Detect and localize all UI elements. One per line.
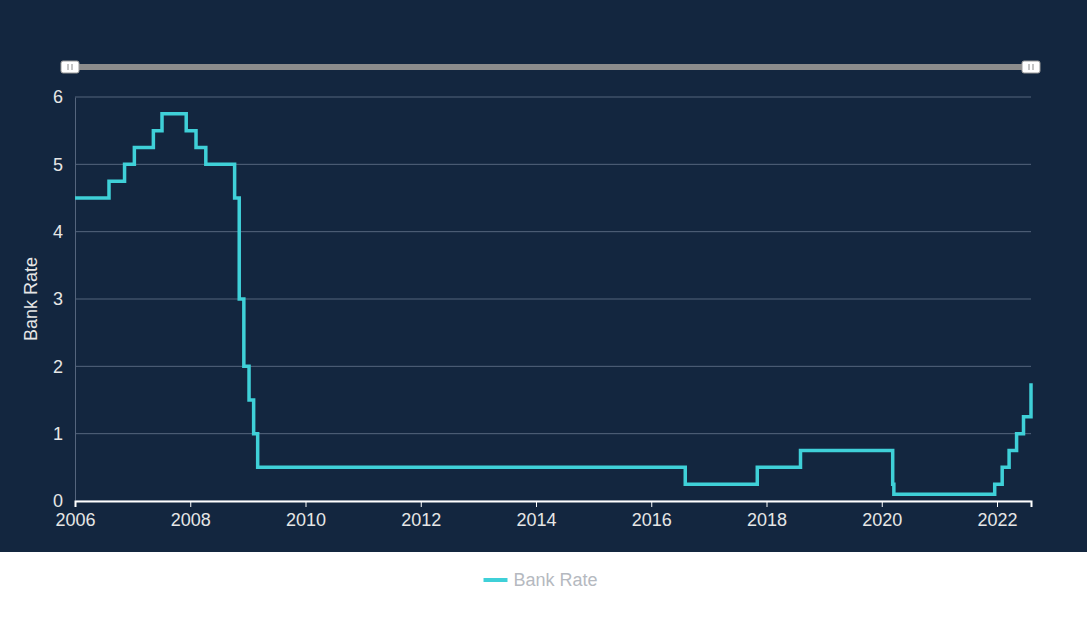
y-tick-label: 6	[53, 87, 63, 107]
grid-line	[75, 366, 1031, 367]
grid-line	[75, 231, 1031, 232]
x-tick: 2012	[401, 501, 441, 530]
x-tick: 2020	[862, 501, 902, 530]
slider-handle-box[interactable]	[1022, 61, 1040, 73]
legend-swatch[interactable]	[484, 578, 508, 582]
range-slider[interactable]	[61, 61, 1040, 73]
x-axis: 2006 2008 2010 2012 2014 2016 2018 2020 2022	[55, 501, 1031, 530]
x-tick-mark	[75, 501, 76, 507]
y-tick-label: 5	[53, 155, 63, 175]
series-group	[75, 114, 1031, 494]
slider-grip	[1033, 64, 1034, 70]
x-tick: 2016	[632, 501, 672, 530]
x-tick-label: 2022	[977, 510, 1017, 530]
y-tick-label: 3	[53, 289, 63, 309]
slider-grip	[1029, 64, 1030, 70]
y-tick-label: 0	[53, 491, 63, 511]
y-tick-label: 2	[53, 357, 63, 377]
x-tick: 2018	[747, 501, 787, 530]
x-axis-line	[76, 502, 1032, 508]
grid-line	[75, 97, 1031, 98]
x-tick-label: 2020	[862, 510, 902, 530]
y-tick: 2	[53, 357, 75, 377]
y-tick: 5	[53, 155, 75, 175]
legend-item[interactable]: Bank Rate	[484, 570, 598, 590]
x-tick-label: 2008	[171, 510, 211, 530]
y-tick: 4	[53, 222, 75, 242]
x-tick-label: 2012	[401, 510, 441, 530]
y-tick: 0	[53, 491, 75, 511]
x-tick-label: 2016	[632, 510, 672, 530]
slider-handle[interactable]	[1022, 61, 1040, 73]
grid	[75, 97, 1031, 501]
grid-line	[75, 299, 1031, 300]
series-line	[75, 114, 1031, 494]
x-tick: 2014	[516, 501, 556, 530]
y-axis-line	[75, 98, 76, 502]
y-tick: 3	[53, 289, 75, 309]
slider-grip	[68, 64, 69, 70]
x-tick-label: 2014	[516, 510, 556, 530]
x-tick-mark	[767, 501, 768, 507]
chart-background	[0, 0, 1087, 552]
x-tick-mark	[882, 501, 883, 507]
legend-label[interactable]: Bank Rate	[514, 570, 598, 590]
slider-track[interactable]	[70, 64, 1032, 70]
x-tick-label: 2006	[55, 510, 95, 530]
x-tick-mark	[651, 501, 652, 507]
plot: 0123456200620082010201220142016201820202…	[53, 87, 1032, 530]
y-tick-label: 1	[53, 424, 63, 444]
x-tick: 2022	[977, 501, 1017, 530]
slider-handle[interactable]	[61, 61, 79, 73]
x-tick-label: 2010	[286, 510, 326, 530]
x-tick: 2008	[171, 501, 211, 530]
y-tick: 6	[53, 87, 75, 107]
y-axis-title: Bank Rate	[21, 257, 41, 341]
x-tick-mark	[306, 501, 307, 507]
grid-line	[75, 433, 1031, 434]
x-tick-mark	[421, 501, 422, 507]
x-tick-mark	[997, 501, 998, 507]
y-axis: 0 1 2 3 4 5 6	[53, 87, 76, 511]
slider-grip	[72, 64, 73, 70]
x-tick: 2010	[286, 501, 326, 530]
x-tick-label: 2018	[747, 510, 787, 530]
chart: 0123456200620082010201220142016201820202…	[0, 0, 1087, 625]
x-tick: 2006	[55, 501, 95, 530]
x-tick-mark	[190, 501, 191, 507]
y-tick-label: 4	[53, 222, 63, 242]
slider-handle-box[interactable]	[61, 61, 79, 73]
x-tick-mark	[536, 501, 537, 507]
legend[interactable]: Bank Rate	[484, 570, 598, 590]
y-tick: 1	[53, 424, 75, 444]
